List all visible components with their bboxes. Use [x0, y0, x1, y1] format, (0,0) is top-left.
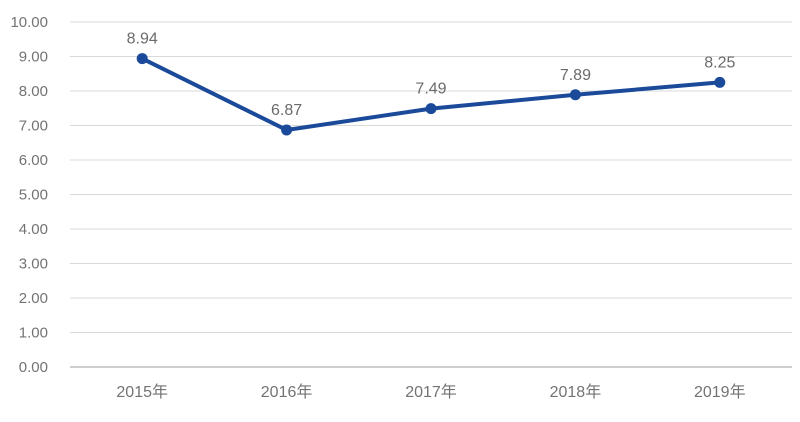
data-point-marker: [136, 53, 148, 65]
data-point-label: 8.25: [704, 54, 735, 71]
data-point-label: 8.94: [127, 31, 158, 48]
data-point-marker: [425, 103, 437, 115]
y-axis-tick-label: 0.00: [19, 359, 48, 376]
data-point-label: 7.49: [415, 81, 446, 98]
data-point-label: 7.89: [560, 67, 591, 84]
data-point-marker: [569, 89, 581, 101]
x-axis-tick-label: 2018年: [550, 383, 602, 401]
data-point-marker: [714, 76, 726, 88]
y-axis-tick-label: 3.00: [19, 256, 48, 273]
y-axis-tick-label: 1.00: [19, 325, 48, 342]
y-axis-tick-label: 5.00: [19, 187, 48, 204]
y-axis-tick-label: 2.00: [19, 290, 48, 307]
y-axis-tick-label: 10.00: [10, 14, 48, 31]
data-point-label: 6.87: [271, 102, 302, 119]
x-axis-tick-label: 2019年: [694, 383, 746, 401]
x-axis-tick-label: 2016年: [261, 383, 313, 401]
y-axis-tick-label: 6.00: [19, 152, 48, 169]
y-axis-tick-label: 4.00: [19, 221, 48, 238]
y-axis-tick-label: 7.00: [19, 118, 48, 135]
x-axis-tick-label: 2015年: [116, 383, 168, 401]
y-axis-tick-label: 9.00: [19, 49, 48, 66]
x-axis-tick-label: 2017年: [405, 383, 457, 401]
data-point-marker: [281, 124, 293, 136]
y-axis-tick-label: 8.00: [19, 83, 48, 100]
